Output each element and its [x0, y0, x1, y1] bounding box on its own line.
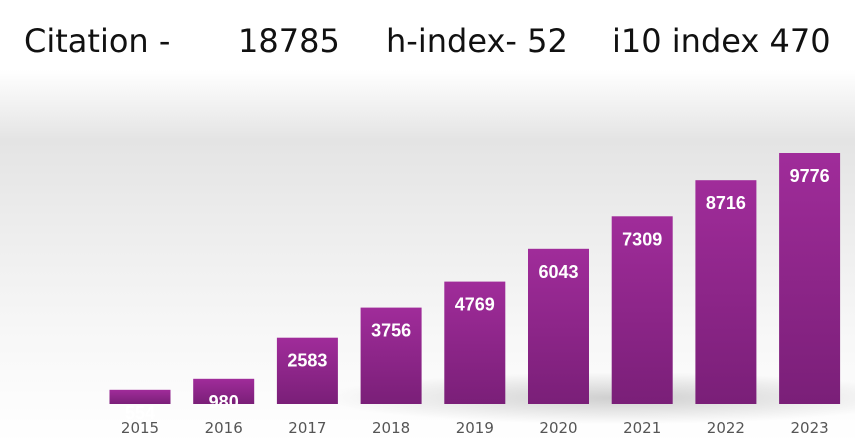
x-tick-label-2015: 2015 [121, 419, 159, 437]
citation-value: 18785 [238, 22, 340, 60]
x-tick-label-2018: 2018 [372, 419, 410, 437]
bar-2022 [695, 180, 757, 404]
x-tick-label-2021: 2021 [623, 419, 661, 437]
x-tick-label-2017: 2017 [288, 419, 326, 437]
bar-value-label-2015: 554 [125, 403, 155, 423]
bar-value-label-2021: 7309 [622, 229, 662, 249]
bar-2021 [611, 216, 673, 404]
bar-value-label-2022: 8716 [706, 193, 746, 213]
bar-value-label-2023: 9776 [790, 166, 830, 186]
citation-label: Citation - [24, 22, 171, 60]
i10-index-text: i10 index 470 [612, 22, 831, 60]
bar-2016 [193, 378, 255, 404]
x-tick-label-2020: 2020 [539, 419, 577, 437]
bar-value-label-2019: 4769 [455, 295, 495, 315]
x-tick-label-2022: 2022 [707, 419, 745, 437]
h-index-text: h-index- 52 [386, 22, 568, 60]
bar-2020 [528, 248, 589, 404]
bar-labels-group: 554 980 2583 3756 4769 6043 7309 8716 9776 [125, 166, 830, 423]
x-tick-label-2019: 2019 [456, 419, 494, 437]
bar-value-label-2020: 6043 [538, 262, 578, 282]
bar-value-label-2017: 2583 [287, 351, 327, 371]
stats-header: Citation - 18785 h-index- 52 i10 index 4… [0, 0, 855, 80]
bar-2015 [109, 389, 171, 404]
bar-2018 [360, 307, 422, 404]
x-tick-label-2016: 2016 [205, 419, 243, 437]
bar-2019 [444, 281, 506, 404]
bar-value-label-2018: 3756 [371, 321, 411, 341]
bars-group [109, 153, 841, 404]
bar-2017 [276, 337, 338, 404]
bar-2023 [779, 153, 841, 404]
x-tick-label-2023: 2023 [791, 419, 829, 437]
bar-value-label-2016: 980 [209, 392, 239, 412]
x-tick-labels-group: 2015 2016 2017 2018 2019 2020 2021 2022 2023 [121, 419, 829, 437]
